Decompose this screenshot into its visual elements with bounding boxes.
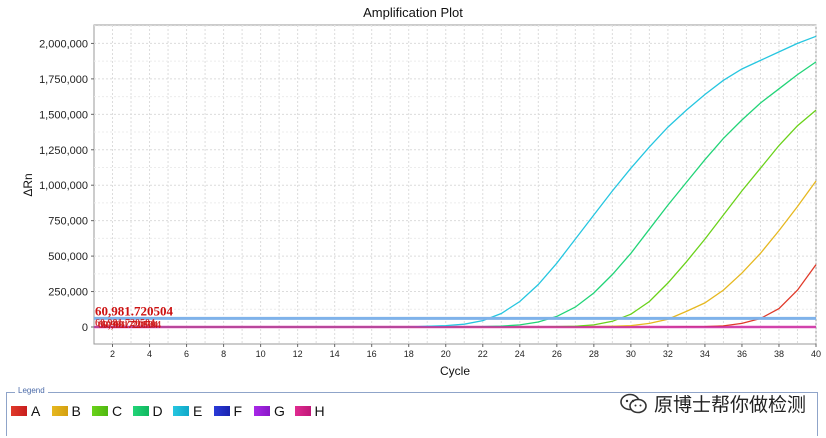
series-layer (94, 35, 817, 329)
y-tick-label: 250,000 (48, 287, 88, 299)
x-tick-label: 36 (737, 349, 747, 359)
amplification-plot: Amplification Plot 2 4 6 8 10 12 14 16 18 20 22 24 2… (21, 5, 821, 378)
overlap-label: 60,981.720504 (98, 320, 158, 331)
legend-item-f[interactable]: F (213, 403, 255, 419)
y-tick-label: 0 (82, 322, 88, 334)
x-tick-label: 24 (515, 349, 525, 359)
x-tick-label: 34 (700, 349, 710, 359)
overlap-label: 60,981.720504 (95, 318, 155, 329)
legend-swatch (51, 406, 68, 416)
legend-item-g[interactable]: G (254, 403, 295, 419)
x-tick-label: 28 (589, 349, 599, 359)
legend-label: G (274, 403, 285, 419)
y-tick-label: 1,750,000 (39, 74, 88, 86)
grid-layer (94, 25, 817, 344)
legend-swatch (132, 406, 149, 416)
legend-title: Legend (15, 386, 48, 395)
x-tick-label: 12 (293, 349, 303, 359)
x-tick-label: 16 (367, 349, 377, 359)
legend-item-a[interactable]: A (11, 403, 52, 419)
legend-box: Legend A B C D E F G H (6, 386, 818, 436)
legend-swatch (173, 406, 189, 416)
legend-item-b[interactable]: B (51, 403, 93, 419)
x-tick-label: 18 (404, 349, 414, 359)
y-tick-label: 2,000,000 (39, 38, 88, 50)
chart-title: Amplification Plot (363, 5, 463, 20)
plot-area (93, 24, 817, 345)
y-tick-label: 1,000,000 (39, 180, 88, 192)
legend-label: B (71, 403, 81, 419)
x-tick-label: 2 (110, 349, 115, 359)
wechat-icon (620, 393, 648, 415)
watermark: 原博士帮你做检测 (620, 390, 806, 417)
legend-label: C (112, 403, 123, 419)
legend-item-d[interactable]: D (132, 403, 174, 419)
x-tick-label: 6 (184, 349, 189, 359)
threshold-layer: 60,981.72050460,981.72050460,981.7205046… (94, 303, 816, 331)
legend-item-h[interactable]: H (294, 403, 336, 419)
y-tick-label: 500,000 (48, 251, 88, 263)
x-axis-label: Cycle (440, 364, 470, 378)
legend-swatch (213, 406, 230, 416)
x-tick-label: 30 (626, 349, 636, 359)
legend-item-c[interactable]: C (92, 403, 133, 419)
x-tick-label: 40 (811, 349, 821, 359)
x-tick-label: 22 (478, 349, 488, 359)
legend-items: A B C D E F G H (11, 403, 335, 419)
y-axis-ticks: 0 250,000 500,000 750,000 1,000,000 1,250,000… (39, 38, 94, 334)
y-tick-label: 1,250,000 (39, 145, 88, 157)
watermark-text: 原博士帮你做检测 (653, 394, 806, 416)
x-tick-label: 32 (663, 349, 673, 359)
x-tick-label: 8 (221, 349, 226, 359)
legend-swatch (254, 406, 270, 416)
legend-label: D (152, 403, 163, 419)
y-tick-label: 750,000 (48, 216, 88, 228)
x-tick-label: 4 (147, 349, 152, 359)
legend-label: F (233, 403, 243, 419)
overlap-label: 60,981.720504 (101, 320, 161, 331)
x-tick-label: 10 (256, 349, 266, 359)
legend-label: E (193, 403, 203, 419)
legend-item-e[interactable]: E (173, 403, 214, 419)
legend-swatch (92, 406, 108, 416)
x-tick-label: 14 (330, 349, 340, 359)
y-axis-label: ΔRn (21, 173, 35, 196)
legend-label: A (31, 403, 41, 419)
threshold-label: 60,981.720504 (95, 303, 174, 318)
y-tick-label: 1,500,000 (39, 109, 88, 121)
x-axis-ticks: 2 4 6 8 10 12 14 16 18 20 22 24 26 28 30 32 34 36 38 40 (110, 344, 821, 359)
legend-swatch (11, 406, 27, 416)
x-tick-label: 38 (774, 349, 784, 359)
x-tick-label: 26 (552, 349, 562, 359)
x-tick-label: 20 (441, 349, 451, 359)
legend-label: H (314, 403, 325, 419)
legend-swatch (294, 406, 311, 416)
